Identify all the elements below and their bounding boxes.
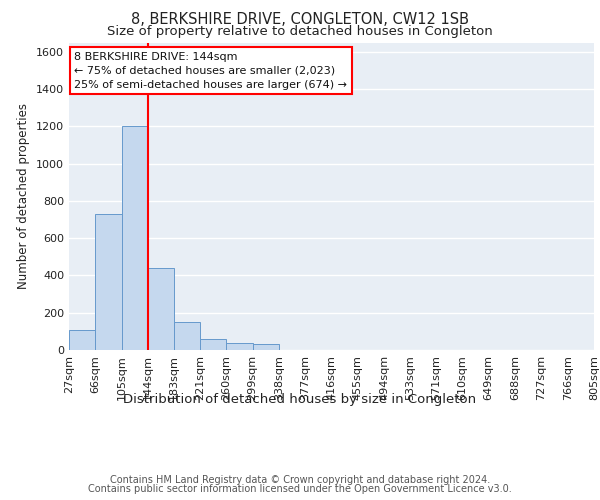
Bar (200, 339, 226, 350)
Text: Contains HM Land Registry data © Crown copyright and database right 2024.: Contains HM Land Registry data © Crown c… (110, 475, 490, 485)
Text: 8 BERKSHIRE DRIVE: 144sqm
← 75% of detached houses are smaller (2,023)
25% of se: 8 BERKSHIRE DRIVE: 144sqm ← 75% of detac… (74, 52, 347, 90)
Bar (69, 330, 95, 350)
Bar (148, 268, 174, 350)
Text: Size of property relative to detached houses in Congleton: Size of property relative to detached ho… (107, 25, 493, 38)
Text: Contains public sector information licensed under the Open Government Licence v3: Contains public sector information licen… (88, 484, 512, 494)
Bar (226, 344, 253, 350)
Text: 8, BERKSHIRE DRIVE, CONGLETON, CW12 1SB: 8, BERKSHIRE DRIVE, CONGLETON, CW12 1SB (131, 12, 469, 28)
Bar (122, 126, 148, 350)
Text: Distribution of detached houses by size in Congleton: Distribution of detached houses by size … (124, 392, 476, 406)
Bar (174, 322, 200, 350)
Bar (253, 344, 279, 350)
Y-axis label: Number of detached properties: Number of detached properties (17, 104, 31, 289)
Bar (95, 214, 122, 350)
